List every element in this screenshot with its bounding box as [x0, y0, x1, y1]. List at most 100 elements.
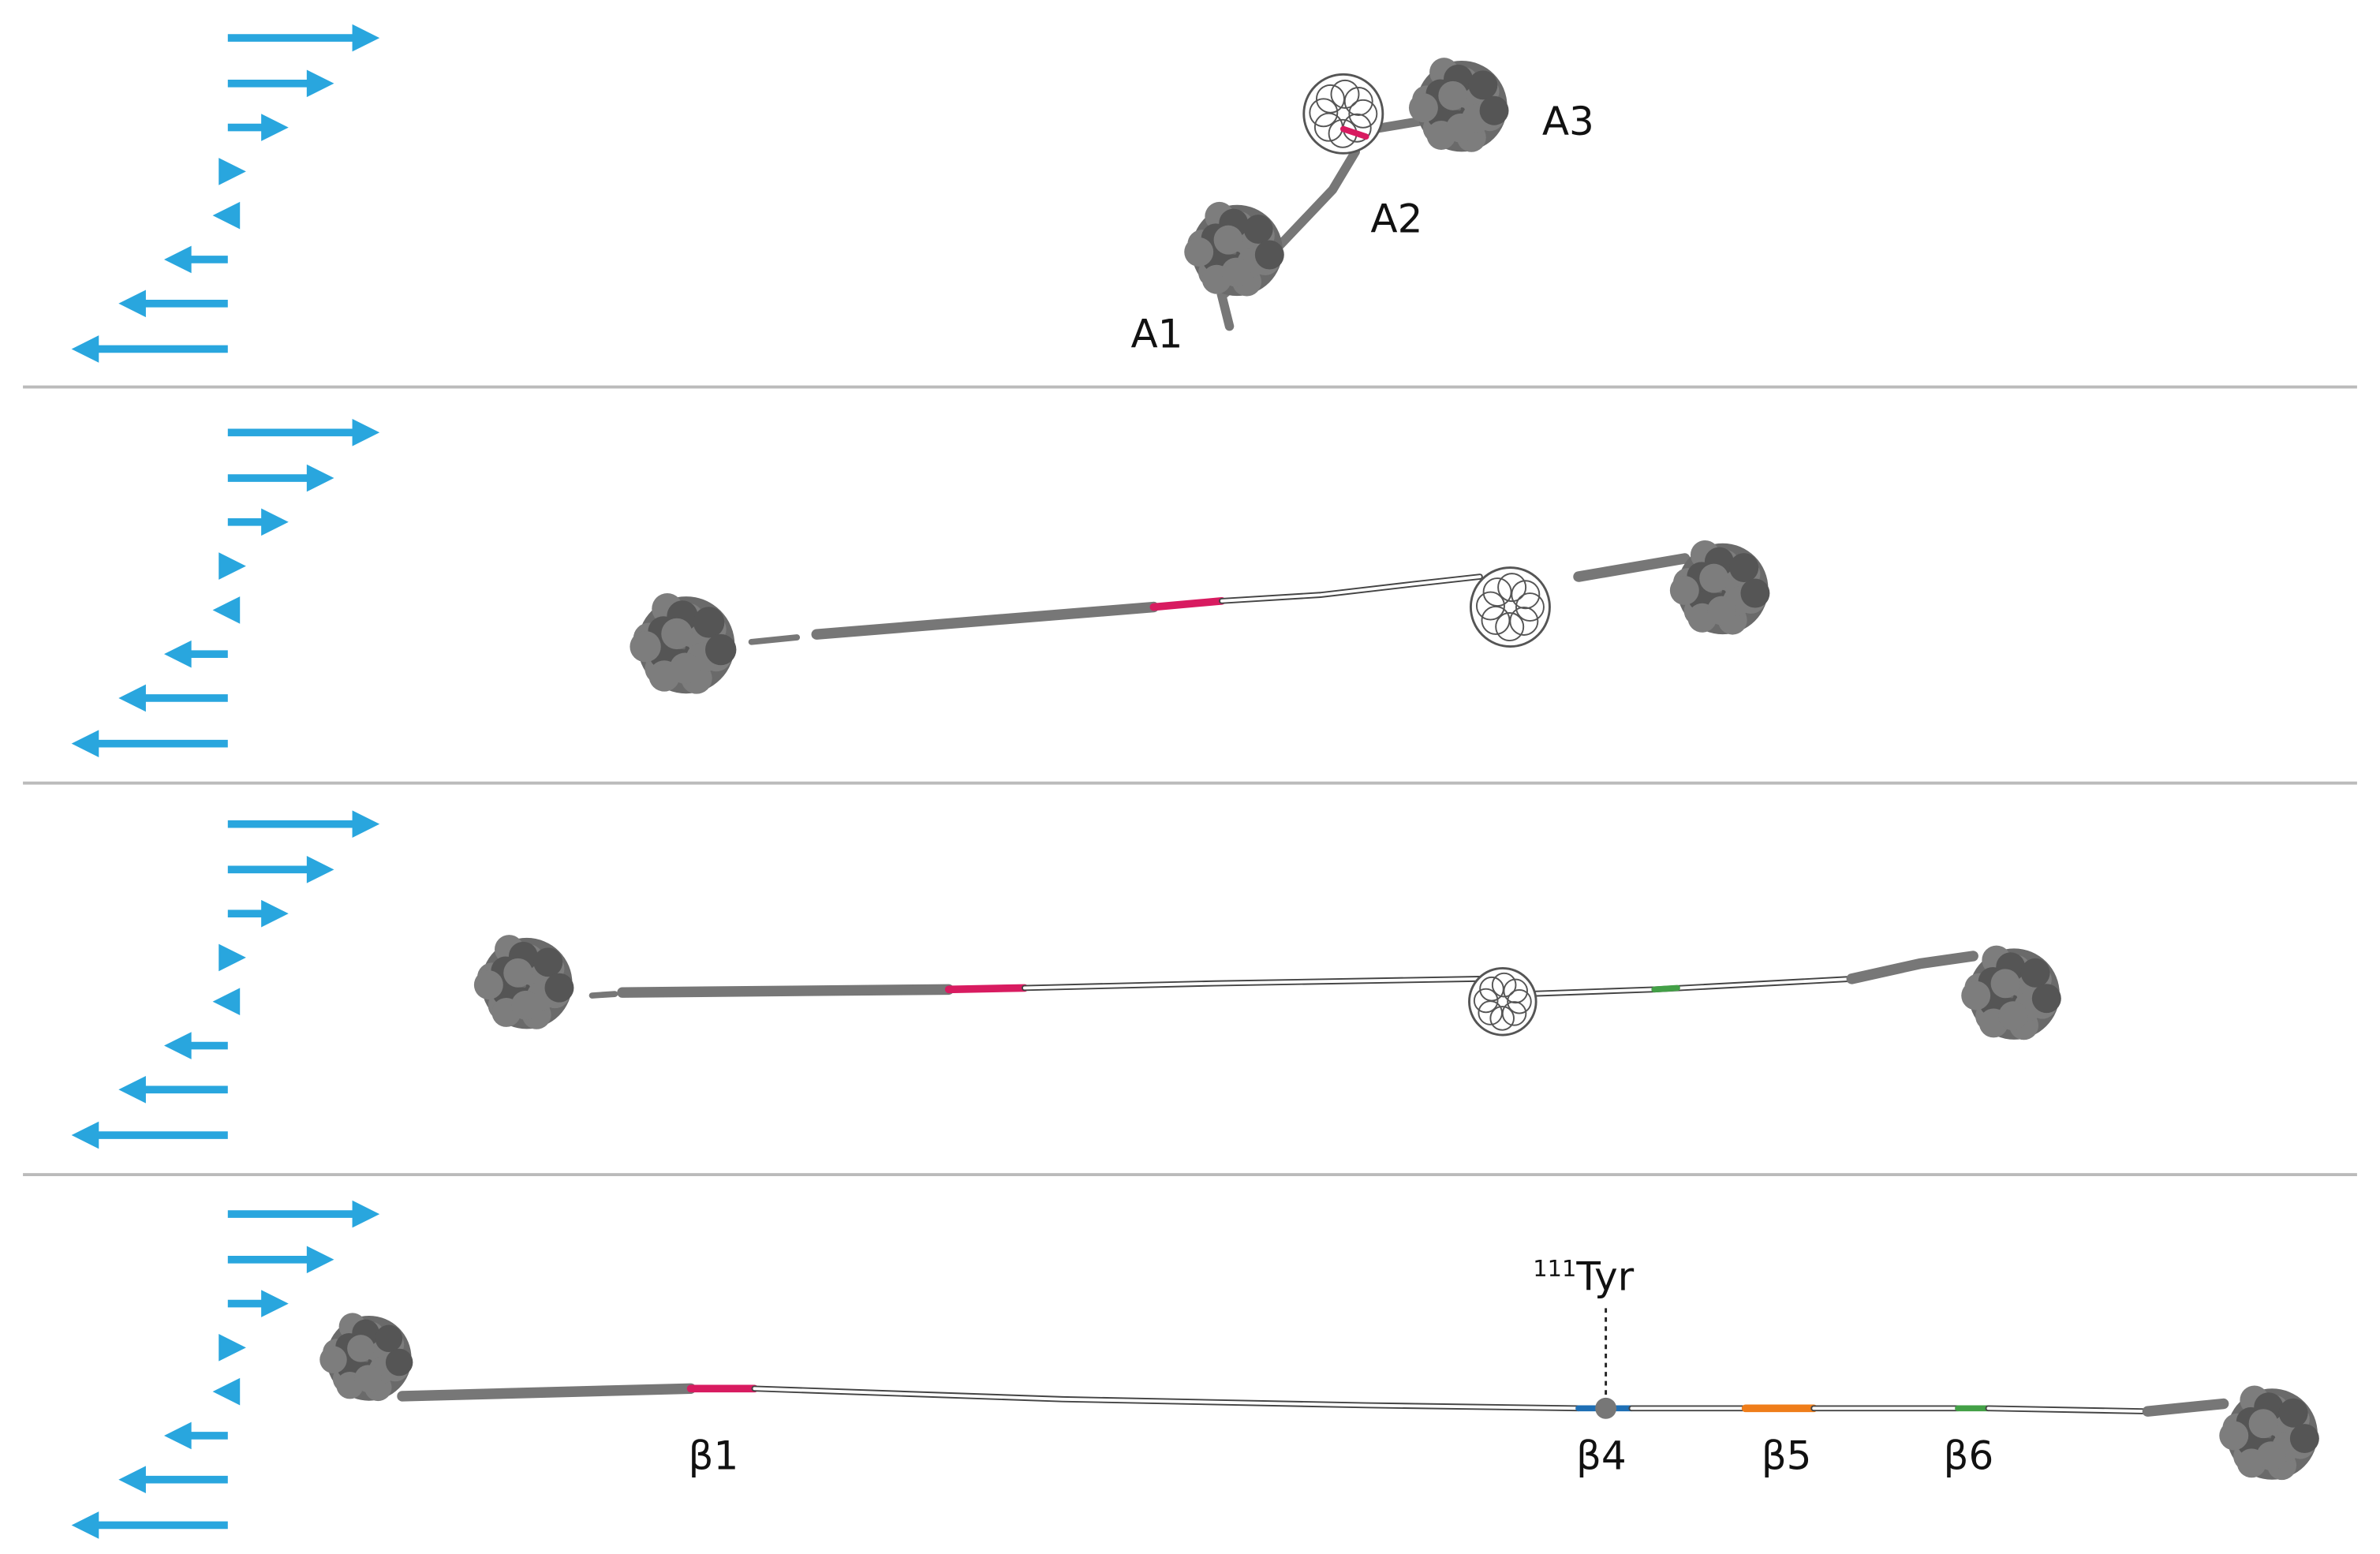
chain — [1339, 125, 1369, 140]
flow-arrow-head — [352, 810, 380, 838]
flow-arrow-head — [352, 418, 380, 446]
chain — [1149, 597, 1226, 611]
domain-lobe — [1213, 225, 1243, 255]
unfolded-loop — [1330, 79, 1360, 109]
domain-lobe — [1446, 113, 1476, 143]
domain-lobe — [533, 947, 563, 977]
chain — [1022, 977, 1481, 990]
domain-lobe — [385, 1348, 413, 1377]
domain-lobe — [347, 1335, 375, 1362]
domain-lobe — [1243, 215, 1273, 245]
domain-label: A1 — [1130, 312, 1183, 357]
strand-label: β5 — [1762, 1433, 1812, 1478]
domain-lobe — [2219, 1421, 2249, 1451]
flow-arrow-head — [306, 1246, 334, 1274]
domain-lobe — [2278, 1398, 2308, 1428]
unfolded-loop — [1343, 87, 1373, 116]
flow-arrow-head — [163, 245, 192, 274]
flow-arrow-head — [219, 943, 246, 972]
chain — [1846, 951, 1978, 984]
domain-lobe — [2031, 984, 2061, 1014]
domain-lobe — [669, 652, 701, 684]
unfolded-loop — [1515, 592, 1545, 622]
domain-lobe — [319, 1346, 347, 1373]
flow-arrow-head — [71, 1511, 99, 1539]
residue — [1595, 1397, 1617, 1419]
domain-lobe — [2248, 1409, 2278, 1439]
domain-lobe — [1221, 257, 1251, 287]
flow-arrow-head — [212, 201, 241, 230]
flow-arrow-head — [71, 335, 99, 363]
unfolded-loop — [1489, 1006, 1515, 1031]
flow-arrow-head — [118, 1075, 146, 1104]
strand-label: β4 — [1576, 1433, 1627, 1478]
domain-label: A2 — [1370, 196, 1422, 241]
unfolded-loop — [1491, 972, 1517, 998]
domain-lobe — [544, 973, 574, 1003]
domain-lobe — [375, 1324, 403, 1353]
panel-1-labels: A3 A2 A1 — [1130, 99, 1594, 357]
unfolded-loop — [1497, 573, 1527, 603]
domain-lobe — [1998, 1001, 2028, 1031]
chain — [588, 991, 618, 999]
flow-arrow-head — [306, 69, 334, 98]
chain — [1220, 575, 1481, 603]
domain-lobe — [2289, 1424, 2319, 1454]
chain — [811, 601, 1160, 640]
residue-name: Tyr — [1575, 1253, 1634, 1299]
domain-lobe — [2256, 1441, 2286, 1471]
flow-arrow-head — [212, 596, 241, 624]
flow-arrow-head — [219, 1334, 246, 1362]
flow-arrow-head — [163, 1032, 192, 1059]
flow-arrow-head — [219, 158, 246, 185]
domain-lobe — [1961, 981, 1991, 1010]
domain-lobe — [1990, 969, 2020, 999]
unfolded-domain — [1469, 566, 1551, 648]
chain — [397, 1383, 697, 1402]
flow-arrow-head — [118, 684, 146, 712]
domain-lobe — [1408, 93, 1438, 123]
domain-lobe — [661, 618, 693, 650]
flow-arrow-head — [352, 1200, 380, 1228]
domain-label: A3 — [1542, 99, 1594, 144]
residue-label: 111Tyr — [1533, 1253, 1634, 1299]
unfolded-loop — [1473, 988, 1499, 1014]
domain-lobe — [1706, 596, 1736, 626]
chain — [2142, 1398, 2229, 1417]
unfolded-loop — [1503, 978, 1528, 1004]
domain-lobe — [630, 631, 661, 663]
chain — [1573, 553, 1691, 582]
chain — [944, 984, 1029, 994]
domain-lobe — [693, 607, 725, 638]
domain-lobe — [1699, 563, 1729, 593]
flow-arrow-head — [261, 899, 289, 928]
unfolded-loop — [1315, 84, 1345, 114]
unfolded-loop — [1475, 591, 1505, 621]
flow-arrow-head — [163, 1421, 192, 1450]
domain-lobe — [1729, 553, 1759, 583]
panel-4-labels: β1 β4 β5 β6 111Tyr — [689, 1253, 1994, 1478]
domain-lobe — [705, 633, 737, 666]
flow-arrow-head — [306, 856, 334, 883]
unfolded-loop — [1309, 98, 1339, 128]
layout — [23, 24, 2357, 1539]
unfolded-loop — [1348, 99, 1378, 129]
chain — [617, 984, 955, 998]
chain — [753, 1387, 1580, 1410]
flow-arrow-head — [163, 640, 192, 668]
flow-arrow-head — [212, 1377, 241, 1406]
unfolded-loop — [1495, 612, 1525, 641]
chain — [1523, 977, 1854, 996]
flow-arrow-head — [261, 508, 289, 536]
flow-arrow-head — [118, 1466, 146, 1494]
domain-lobe — [354, 1365, 382, 1392]
unfolded-domain — [1468, 966, 1537, 1037]
flow-arrow-head — [261, 1290, 289, 1317]
domain-lobe — [1438, 80, 1468, 110]
unfolded-loop — [1482, 577, 1512, 607]
flow-arrow-head — [71, 730, 99, 757]
domain-lobe — [1740, 578, 1770, 608]
unfolded-domain — [1302, 73, 1384, 155]
domain-lobe — [1468, 70, 1498, 100]
